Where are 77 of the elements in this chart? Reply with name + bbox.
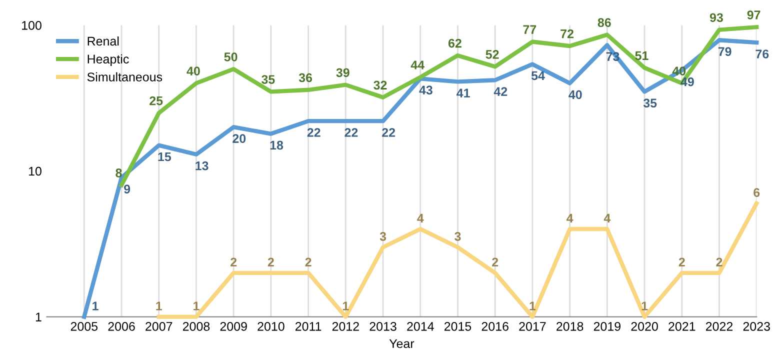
- legend-label: Heaptic: [88, 54, 129, 66]
- data-label: 77: [523, 25, 536, 34]
- data-label: 4: [566, 214, 574, 223]
- data-label: 32: [374, 80, 387, 90]
- data-label: 79: [718, 47, 732, 56]
- data-label: 22: [344, 128, 358, 137]
- data-label: 43: [419, 86, 432, 95]
- data-label: 8: [116, 168, 122, 178]
- x-tick-label: 2005: [70, 322, 98, 331]
- data-label: 54: [531, 71, 545, 80]
- data-label: 13: [196, 161, 208, 170]
- y-tick-label: 1: [36, 312, 42, 322]
- x-tick-label: 2020: [631, 322, 658, 331]
- data-label: 39: [336, 68, 350, 78]
- data-label: 36: [298, 73, 312, 82]
- x-tick-label: 2019: [594, 322, 620, 331]
- legend-label: Simultaneous: [87, 72, 162, 82]
- x-tick-label: 2021: [668, 322, 696, 331]
- line-series: [156, 201, 759, 319]
- data-label: 40: [186, 66, 200, 76]
- x-tick-label: 2009: [220, 322, 247, 331]
- data-label: 3: [380, 232, 386, 241]
- x-tick-label: 2011: [295, 322, 322, 331]
- data-label: 41: [456, 88, 470, 98]
- data-label: 40: [568, 90, 582, 100]
- data-label: 20: [232, 134, 246, 143]
- x-axis-title: Year: [389, 339, 414, 348]
- data-label: 42: [494, 87, 508, 96]
- data-label: 3: [454, 232, 461, 241]
- data-label: 25: [150, 96, 163, 106]
- data-label: 51: [635, 51, 648, 60]
- data-label: 35: [643, 98, 657, 108]
- data-label: 52: [486, 50, 499, 59]
- data-label: 97: [747, 10, 760, 20]
- data-label: 2: [716, 258, 722, 266]
- data-label: 1: [642, 302, 648, 310]
- legend-label: Renal: [88, 36, 119, 46]
- data-label: 15: [158, 152, 172, 162]
- data-label: 22: [382, 128, 396, 137]
- data-label: 2: [305, 258, 312, 266]
- data-label: 1: [156, 302, 162, 310]
- data-label: 2: [678, 258, 685, 266]
- data-label: 4: [417, 214, 424, 223]
- y-tick-label: 10: [28, 166, 42, 176]
- data-label: 22: [307, 128, 320, 137]
- data-label: 50: [224, 52, 238, 62]
- x-tick-label: 2014: [407, 322, 434, 331]
- data-label: 4: [604, 214, 611, 223]
- data-label: 1: [194, 302, 200, 310]
- data-label: 62: [448, 38, 462, 48]
- data-label: 1: [92, 302, 98, 310]
- y-tick-label: 100: [22, 21, 42, 30]
- x-tick-label: 2017: [519, 322, 546, 331]
- data-label: 6: [754, 188, 760, 197]
- data-label: 35: [262, 75, 275, 84]
- data-label: 9: [124, 184, 130, 194]
- x-tick-label: 2018: [556, 322, 584, 331]
- x-tick-label: 2013: [370, 322, 396, 331]
- data-label: 18: [270, 140, 284, 150]
- data-label: 44: [410, 60, 424, 70]
- x-tick-label: 2023: [743, 322, 770, 331]
- x-tick-label: 2007: [146, 322, 172, 331]
- data-label: 1: [342, 302, 349, 310]
- x-tick-label: 2012: [332, 322, 359, 331]
- data-label: 2: [492, 258, 498, 266]
- data-label: 76: [756, 50, 769, 58]
- x-tick-label: 2015: [444, 322, 472, 331]
- data-label: 2: [230, 258, 237, 266]
- data-label: 72: [560, 29, 574, 38]
- x-tick-label: 2022: [706, 322, 733, 331]
- data-label: 93: [710, 13, 723, 22]
- x-tick-label: 2006: [108, 322, 135, 331]
- data-label: 86: [598, 18, 611, 27]
- x-tick-label: 2008: [182, 322, 210, 331]
- data-label: 2: [268, 258, 274, 266]
- x-tick-label: 2010: [258, 322, 284, 331]
- x-tick-label: 2016: [482, 322, 508, 331]
